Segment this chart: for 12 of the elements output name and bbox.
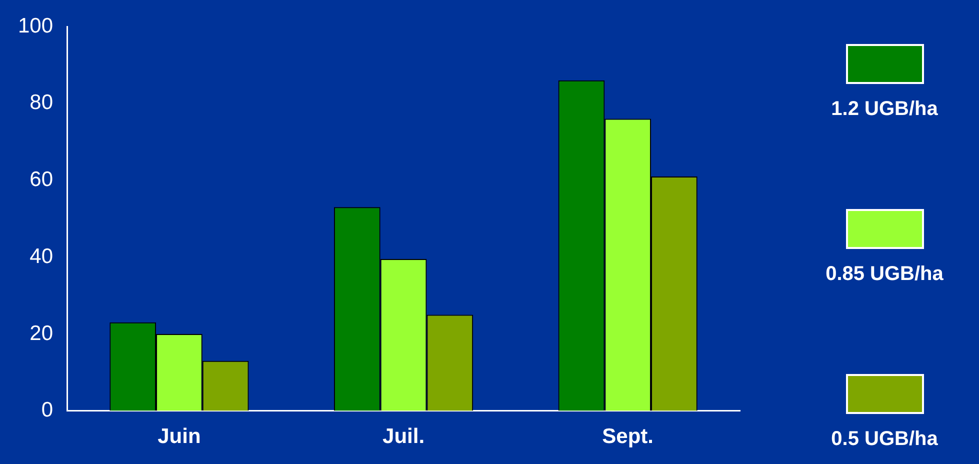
y-tick-label: 100: [18, 14, 54, 38]
y-tick-label: 0: [41, 398, 54, 422]
x-tick-label: Juin: [158, 425, 201, 448]
y-tick-label: 80: [30, 91, 54, 114]
y-tick-label: 20: [30, 322, 54, 345]
legend-label: 0.5 UGB/ha: [830, 428, 939, 451]
legend-label: 1.2 UGB/ha: [830, 98, 939, 121]
x-tick-label: Juil.: [382, 425, 425, 448]
y-tick-label: 40: [30, 244, 54, 268]
legend-label: 0.85 UGB/ha: [824, 263, 944, 286]
x-tick-label: Sept.: [602, 425, 654, 448]
y-tick-label: 60: [30, 168, 54, 192]
